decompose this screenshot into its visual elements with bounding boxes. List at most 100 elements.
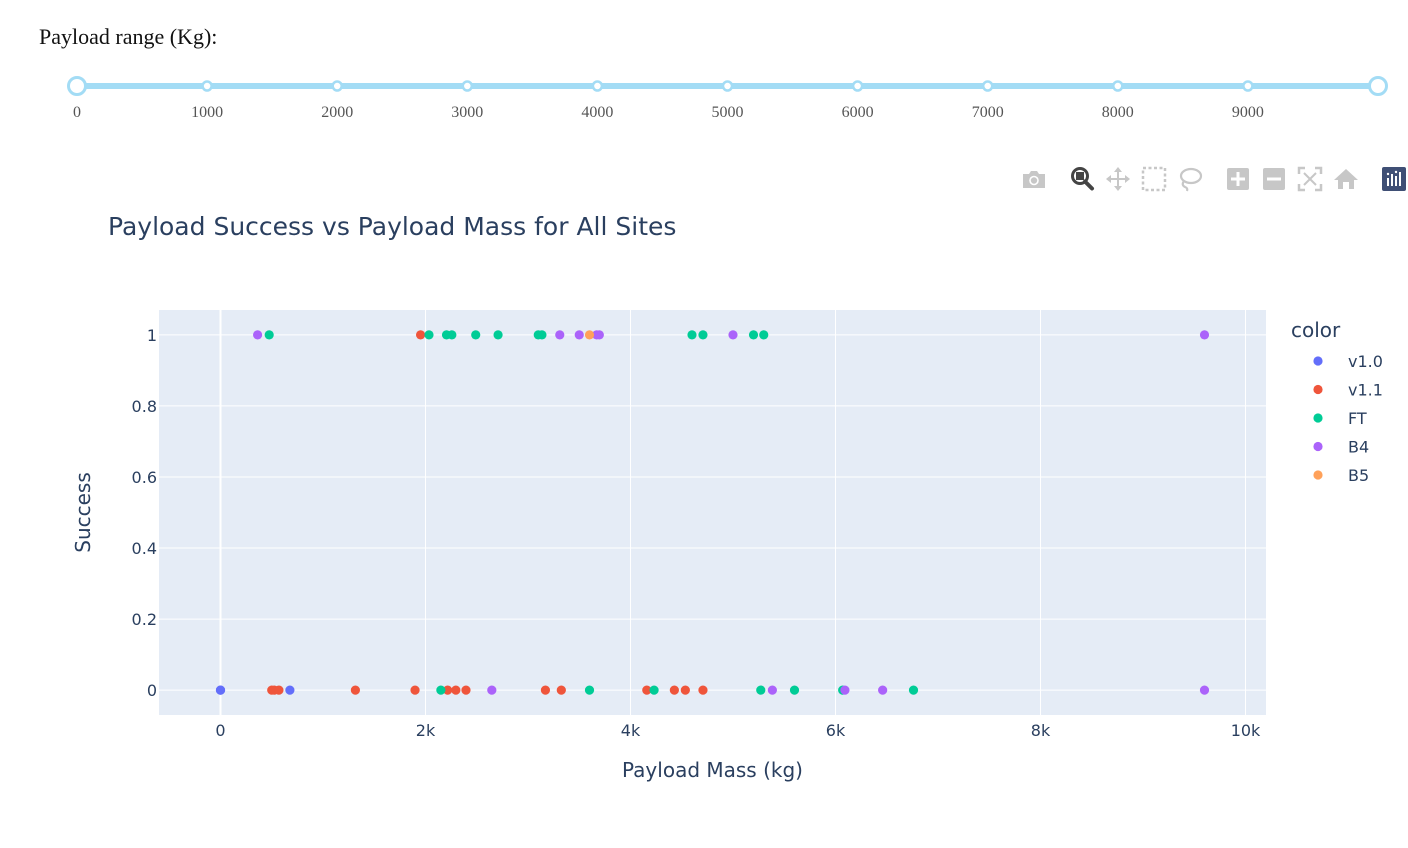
y-tick-label: 0.6 — [132, 468, 157, 487]
data-point[interactable] — [537, 330, 546, 339]
data-point[interactable] — [768, 686, 777, 695]
legend-marker — [1313, 470, 1322, 479]
data-point[interactable] — [649, 686, 658, 695]
slider-mark-dot[interactable] — [463, 82, 472, 91]
slider-mark-dot[interactable] — [983, 82, 992, 91]
legend-item[interactable]: B5 — [1313, 466, 1369, 485]
slider-mark-label: 9000 — [1232, 104, 1264, 121]
reset-axes-icon[interactable] — [1330, 162, 1362, 196]
data-point[interactable] — [410, 686, 419, 695]
data-point[interactable] — [253, 330, 262, 339]
y-tick-label: 0.2 — [132, 610, 157, 629]
legend-label: B4 — [1348, 438, 1369, 457]
data-point[interactable] — [447, 330, 456, 339]
y-tick-label: 1 — [147, 326, 157, 345]
zoom-icon[interactable] — [1066, 162, 1098, 196]
legend-label: FT — [1348, 409, 1367, 428]
zoom-in-icon[interactable] — [1222, 162, 1254, 196]
data-point[interactable] — [585, 330, 594, 339]
slider-handle-max[interactable] — [1370, 78, 1387, 95]
data-point[interactable] — [687, 330, 696, 339]
legend-marker — [1313, 413, 1322, 422]
lasso-select-icon[interactable] — [1174, 162, 1206, 196]
data-point[interactable] — [557, 686, 566, 695]
legend-item[interactable]: v1.1 — [1313, 381, 1383, 400]
data-point[interactable] — [285, 686, 294, 695]
x-tick-label: 10k — [1231, 721, 1261, 740]
legend-marker — [1313, 442, 1322, 451]
box-select-icon[interactable] — [1138, 162, 1170, 196]
modebar — [1016, 162, 1408, 196]
data-point[interactable] — [436, 686, 445, 695]
data-point[interactable] — [728, 330, 737, 339]
data-point[interactable] — [451, 686, 460, 695]
slider-mark-dot[interactable] — [1113, 82, 1122, 91]
data-point[interactable] — [487, 686, 496, 695]
slider-mark-dot[interactable] — [723, 82, 732, 91]
chart-title: Payload Success vs Payload Mass for All … — [108, 212, 676, 241]
slider-handle-min[interactable] — [69, 78, 86, 95]
data-point[interactable] — [1200, 686, 1209, 695]
legend-label: B5 — [1348, 466, 1369, 485]
slider-mark-label: 6000 — [842, 104, 874, 121]
slider-mark-dot[interactable] — [333, 82, 342, 91]
slider-mark-label: 4000 — [581, 104, 613, 121]
data-point[interactable] — [698, 686, 707, 695]
slider-mark-dot[interactable] — [853, 82, 862, 91]
data-point[interactable] — [595, 330, 604, 339]
pan-icon[interactable] — [1102, 162, 1134, 196]
zoom-out-icon[interactable] — [1258, 162, 1290, 196]
data-point[interactable] — [265, 330, 274, 339]
slider-mark-label: 5000 — [712, 104, 744, 121]
payload-range-slider[interactable]: 0 1000 2000 3000 4000 5000 6000 7000 8000 9000 — [0, 66, 1408, 136]
data-point[interactable] — [698, 330, 707, 339]
x-tick-label: 4k — [621, 721, 641, 740]
camera-icon[interactable] — [1018, 162, 1050, 196]
slider-mark-label: 1000 — [191, 104, 223, 121]
legend-title: color — [1291, 318, 1341, 342]
data-point[interactable] — [670, 686, 679, 695]
legend-label: v1.1 — [1348, 381, 1383, 400]
legend-item[interactable]: B4 — [1313, 438, 1369, 457]
x-tick-label: 2k — [416, 721, 436, 740]
plot-area[interactable] — [159, 310, 1266, 715]
data-point[interactable] — [493, 330, 502, 339]
data-point[interactable] — [416, 330, 425, 339]
legend-item[interactable]: v1.0 — [1313, 352, 1383, 371]
data-point[interactable] — [585, 686, 594, 695]
slider-mark-dot[interactable] — [593, 82, 602, 91]
legend-marker — [1313, 385, 1322, 394]
data-point[interactable] — [216, 686, 225, 695]
data-point[interactable] — [1200, 330, 1209, 339]
x-tick-label: 6k — [826, 721, 846, 740]
data-point[interactable] — [351, 686, 360, 695]
y-tick-label: 0.8 — [132, 397, 157, 416]
plotly-logo-icon[interactable] — [1378, 162, 1408, 196]
data-point[interactable] — [756, 686, 765, 695]
data-point[interactable] — [681, 686, 690, 695]
data-point[interactable] — [759, 330, 768, 339]
data-point[interactable] — [749, 330, 758, 339]
data-point[interactable] — [878, 686, 887, 695]
slider-mark-label: 2000 — [321, 104, 353, 121]
data-point[interactable] — [555, 330, 564, 339]
y-tick-label: 0.4 — [132, 539, 157, 558]
x-tick-label: 0 — [215, 721, 225, 740]
data-point[interactable] — [575, 330, 584, 339]
x-tick-label: 8k — [1031, 721, 1051, 740]
data-point[interactable] — [840, 686, 849, 695]
legend-item[interactable]: FT — [1313, 409, 1367, 428]
payload-range-label: Payload range (Kg): — [39, 24, 217, 50]
data-point[interactable] — [909, 686, 918, 695]
autoscale-icon[interactable] — [1294, 162, 1326, 196]
slider-mark-dot[interactable] — [203, 82, 212, 91]
slider-mark-label: 0 — [73, 104, 81, 121]
data-point[interactable] — [471, 330, 480, 339]
data-point[interactable] — [461, 686, 470, 695]
data-point[interactable] — [424, 330, 433, 339]
slider-mark-label: 7000 — [972, 104, 1004, 121]
data-point[interactable] — [790, 686, 799, 695]
data-point[interactable] — [274, 686, 283, 695]
data-point[interactable] — [541, 686, 550, 695]
slider-mark-dot[interactable] — [1243, 82, 1252, 91]
